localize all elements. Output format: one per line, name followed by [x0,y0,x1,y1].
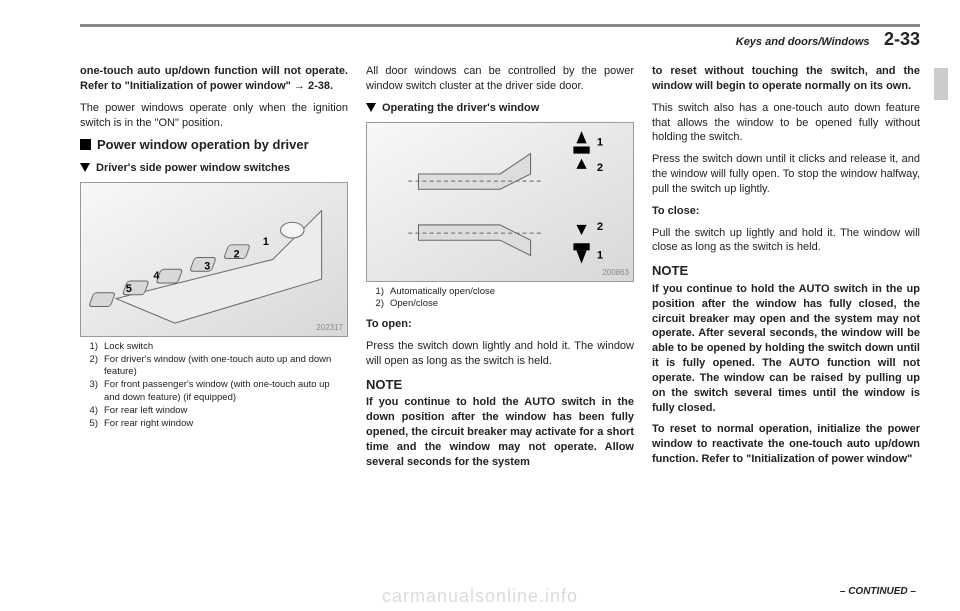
triangle-bullet-icon [366,103,376,112]
col1-subhead-text: Power window operation by driver [97,137,309,153]
watermark: carmanualsonline.info [382,586,578,607]
panel-label-1: 1 [263,236,269,248]
col2-p1: All door windows can be controlled by th… [366,64,634,94]
svg-text:1: 1 [597,136,603,148]
legend-row: 4)For rear left window [84,405,344,418]
figure-switch-panel: 1 2 3 4 5 202317 [80,182,348,337]
col1-p1: one-touch auto up/down function will not… [80,64,348,94]
switch-panel-illustration: 1 2 3 4 5 [89,191,339,328]
col1-subsub-text: Driver's side power window switches [96,161,290,176]
figure1-legend: 1)Lock switch 2)For driver's window (wit… [80,341,348,431]
page: Keys and doors/Windows 2-33 one-touch au… [0,0,960,486]
col3-p2: This switch also has a one-touch auto do… [652,101,920,146]
column-3: to reset without touching the switch, an… [652,64,920,476]
figure-operating-window: 1 2 2 1 200863 [366,122,634,282]
figure2-id: 200863 [602,268,629,279]
to-close-head: To close: [652,204,920,219]
panel-label-5: 5 [126,283,132,295]
square-bullet-icon [80,139,91,150]
svg-text:2: 2 [597,221,603,233]
note-heading: NOTE [652,262,920,280]
col1-subsub: Driver's side power window switches [80,161,348,176]
svg-text:2: 2 [597,161,603,173]
col2-subsub: Operating the driver's window [366,101,634,116]
col1-p2: The power windows operate only when the … [80,101,348,131]
col3-note2: To reset to normal operation, initialize… [652,422,920,467]
section-title: Keys and doors/Windows [736,36,870,48]
panel-label-2: 2 [234,248,240,260]
page-header: Keys and doors/Windows 2-33 [80,24,920,50]
columns: one-touch auto up/down function will not… [80,64,920,476]
legend-row: 2)For driver's window (with one-touch au… [84,354,344,380]
note-heading: NOTE [366,376,634,394]
col2-subsub-text: Operating the driver's window [382,101,539,116]
continued-label: – CONTINUED – [840,586,916,597]
column-1: one-touch auto up/down function will not… [80,64,348,476]
legend-row: 3)For front passenger's window (with one… [84,379,344,405]
side-tab [934,68,948,100]
legend-row: 5)For rear right window [84,418,344,431]
col3-p3: Press the switch down until it clicks an… [652,152,920,197]
column-2: All door windows can be controlled by th… [366,64,634,476]
to-open-head: To open: [366,317,634,332]
figure2-legend: 1)Automatically open/close 2)Open/close [366,286,634,312]
page-number: 2-33 [884,29,920,49]
panel-label-3: 3 [204,260,210,272]
figure1-id: 202317 [316,323,343,334]
triangle-bullet-icon [80,163,90,172]
to-open-text: Press the switch down lightly and hold i… [366,339,634,369]
col1-subhead: Power window operation by driver [80,137,348,153]
svg-text:1: 1 [597,249,603,261]
legend-row: 1)Automatically open/close [370,286,630,299]
legend-row: 1)Lock switch [84,341,344,354]
col3-note1: If you continue to hold the AUTO switch … [652,282,920,416]
col2-note: If you continue to hold the AUTO switch … [366,395,634,469]
to-close-text: Pull the switch up lightly and hold it. … [652,226,920,256]
col3-p1: to reset without touching the switch, an… [652,64,920,94]
panel-label-4: 4 [153,270,159,282]
legend-row: 2)Open/close [370,298,630,311]
